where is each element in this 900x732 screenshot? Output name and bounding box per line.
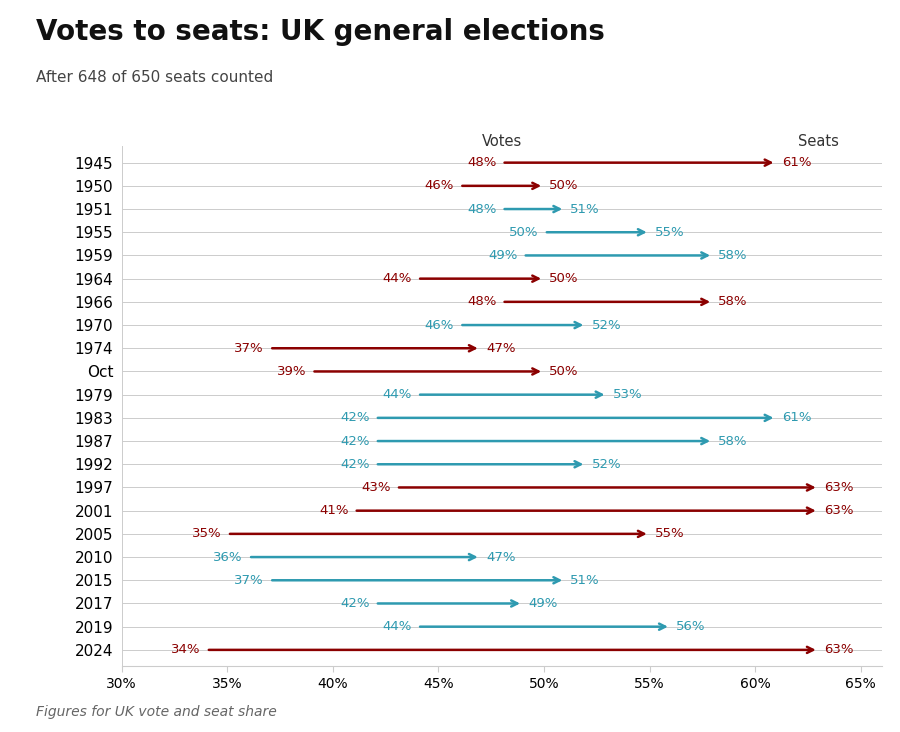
Text: 55%: 55%: [655, 527, 685, 540]
Text: 42%: 42%: [340, 458, 370, 471]
Text: 43%: 43%: [361, 481, 391, 494]
Text: 55%: 55%: [655, 225, 685, 239]
Text: 50%: 50%: [549, 272, 579, 285]
Text: Figures for UK vote and seat share: Figures for UK vote and seat share: [36, 705, 277, 719]
Text: 58%: 58%: [718, 249, 748, 262]
Text: 49%: 49%: [488, 249, 517, 262]
Text: 46%: 46%: [425, 179, 454, 193]
Text: 44%: 44%: [382, 388, 412, 401]
Text: 52%: 52%: [591, 318, 621, 332]
Text: Votes: Votes: [482, 134, 522, 149]
Text: 51%: 51%: [571, 203, 600, 215]
Text: 50%: 50%: [549, 179, 579, 193]
Text: 48%: 48%: [467, 295, 497, 308]
Text: 34%: 34%: [171, 643, 201, 657]
Text: 39%: 39%: [277, 365, 306, 378]
Text: Seats: Seats: [798, 134, 839, 149]
Text: 47%: 47%: [486, 550, 516, 564]
Text: 48%: 48%: [467, 156, 497, 169]
Text: 47%: 47%: [486, 342, 516, 355]
Text: 44%: 44%: [382, 620, 412, 633]
Text: 42%: 42%: [340, 597, 370, 610]
Text: 41%: 41%: [320, 504, 348, 518]
Text: 50%: 50%: [549, 365, 579, 378]
Text: 63%: 63%: [824, 481, 853, 494]
Text: 52%: 52%: [591, 458, 621, 471]
Text: 63%: 63%: [824, 643, 853, 657]
Text: 36%: 36%: [213, 550, 243, 564]
Text: 58%: 58%: [718, 295, 748, 308]
Text: 48%: 48%: [467, 203, 497, 215]
Text: 44%: 44%: [382, 272, 412, 285]
Text: 51%: 51%: [571, 574, 600, 587]
Text: 58%: 58%: [718, 435, 748, 447]
Text: 42%: 42%: [340, 435, 370, 447]
Text: 49%: 49%: [528, 597, 557, 610]
Text: 50%: 50%: [509, 225, 539, 239]
Text: 37%: 37%: [235, 574, 264, 587]
Text: After 648 of 650 seats counted: After 648 of 650 seats counted: [36, 70, 274, 84]
Text: Votes to seats: UK general elections: Votes to seats: UK general elections: [36, 18, 605, 46]
Text: 53%: 53%: [613, 388, 643, 401]
Text: 61%: 61%: [782, 411, 811, 425]
Text: 61%: 61%: [782, 156, 811, 169]
Text: 56%: 56%: [676, 620, 706, 633]
Text: 46%: 46%: [425, 318, 454, 332]
Text: 35%: 35%: [193, 527, 221, 540]
Text: 63%: 63%: [824, 504, 853, 518]
Text: 37%: 37%: [235, 342, 264, 355]
Text: 42%: 42%: [340, 411, 370, 425]
